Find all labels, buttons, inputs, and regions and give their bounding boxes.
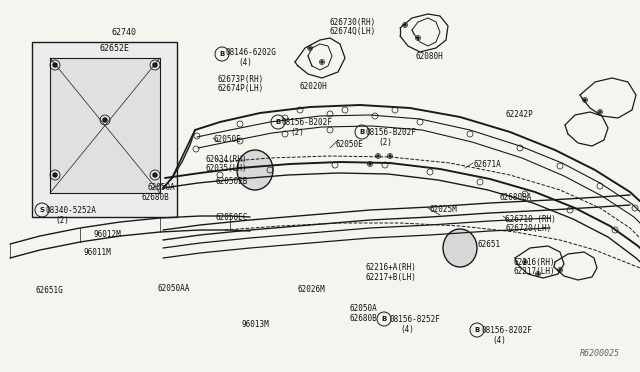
Ellipse shape [237,150,273,190]
Text: B: B [360,129,365,135]
Text: 96013M: 96013M [241,320,269,329]
Text: 62216(RH): 62216(RH) [514,258,556,267]
Text: 96011M: 96011M [83,248,111,257]
Text: 62050EC: 62050EC [216,213,248,222]
Text: 62217+B(LH): 62217+B(LH) [366,273,417,282]
Text: 62050EB: 62050EB [216,177,248,186]
Text: 62050E: 62050E [214,135,242,144]
Text: 626730(RH): 626730(RH) [330,18,376,27]
Text: 62671A: 62671A [474,160,502,169]
Text: (4): (4) [492,336,506,345]
Text: 08156-8252F: 08156-8252F [389,315,440,324]
Text: 08156-B202F: 08156-B202F [282,118,333,127]
Text: 62680B: 62680B [349,314,377,323]
Text: 08146-6202G: 08146-6202G [225,48,276,57]
Text: 08340-5252A: 08340-5252A [45,206,96,215]
Text: 62050A: 62050A [349,304,377,313]
Text: 62020H: 62020H [300,82,328,91]
Text: 62035(LH): 62035(LH) [205,164,246,173]
Text: 62674Q(LH): 62674Q(LH) [330,27,376,36]
Text: 62652E: 62652E [100,44,130,53]
Circle shape [153,63,157,67]
Text: 62050A: 62050A [148,183,176,192]
Text: 62242P: 62242P [505,110,532,119]
Text: (4): (4) [400,325,414,334]
Text: 62216+A(RH): 62216+A(RH) [366,263,417,272]
Text: 62651: 62651 [477,240,500,249]
Circle shape [524,261,526,263]
Circle shape [369,163,371,165]
Bar [50,58,160,193]
Text: 62034(RH): 62034(RH) [205,155,246,164]
Text: 62050AA: 62050AA [158,284,190,293]
Circle shape [377,155,379,157]
Text: B: B [275,119,280,125]
Circle shape [53,173,57,177]
Text: 62680B: 62680B [142,193,170,202]
Text: 626720(LH): 626720(LH) [505,224,551,233]
Circle shape [584,99,586,101]
Text: 62080H: 62080H [415,52,443,61]
Circle shape [309,47,311,49]
Ellipse shape [443,229,477,267]
Circle shape [537,273,539,275]
Circle shape [153,173,157,177]
Text: 08156-8202F: 08156-8202F [481,326,532,335]
Text: 62651G: 62651G [36,286,64,295]
Text: (2): (2) [55,216,69,225]
Circle shape [321,61,323,63]
Text: (2): (2) [290,128,304,137]
Bar [32,42,177,217]
Text: 62674P(LH): 62674P(LH) [218,84,264,93]
Circle shape [599,111,601,113]
Text: B: B [474,327,479,333]
Circle shape [53,63,57,67]
Text: (4): (4) [238,58,252,67]
Circle shape [417,37,419,39]
Text: R6200025: R6200025 [580,349,620,358]
Text: B: B [220,51,225,57]
Text: B: B [381,316,387,322]
Text: 62217(LH): 62217(LH) [514,267,556,276]
Text: 62050E: 62050E [335,140,363,149]
Text: S: S [40,207,45,213]
Text: 62740: 62740 [112,28,137,37]
Text: 96012M: 96012M [93,230,121,239]
Text: 08156-B202F: 08156-B202F [365,128,416,137]
Text: 62673P(RH): 62673P(RH) [218,75,264,84]
Text: 62025M: 62025M [429,205,457,214]
Text: 62680BA: 62680BA [500,193,532,202]
Circle shape [404,24,406,26]
Circle shape [103,118,107,122]
Circle shape [559,269,561,271]
Text: 62026M: 62026M [297,285,324,294]
Circle shape [389,155,391,157]
Text: 626710 (RH): 626710 (RH) [505,215,556,224]
Text: (2): (2) [378,138,392,147]
